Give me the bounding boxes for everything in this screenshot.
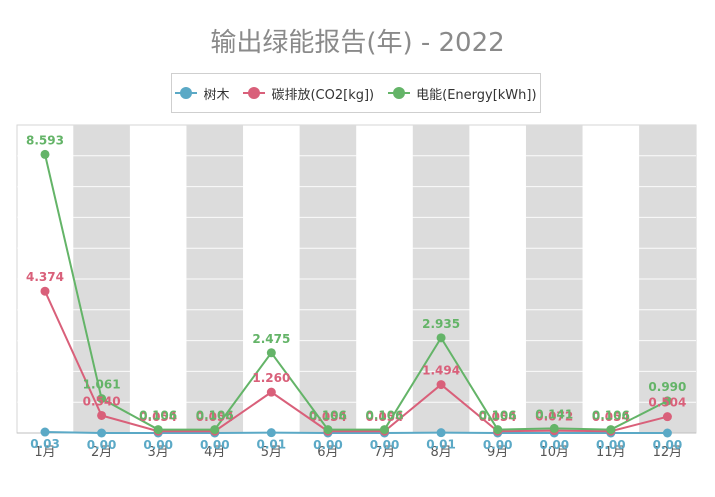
data-point — [662, 412, 672, 422]
data-label: 0.054 — [309, 410, 347, 424]
legend-item-trees[interactable]: 树木 — [175, 84, 229, 103]
data-label: 1.260 — [252, 371, 290, 385]
data-point — [662, 428, 672, 438]
data-point — [493, 425, 503, 435]
x-tick-label: 6月 — [317, 445, 338, 460]
data-label: 0.141 — [535, 407, 573, 421]
data-label: 0.054 — [196, 410, 234, 424]
legend-item-energy[interactable]: 电能(Energy[kWh]) — [388, 84, 537, 103]
x-tick-label: 9月 — [487, 445, 508, 460]
data-label: 0.00 — [200, 438, 230, 452]
data-point — [380, 425, 389, 435]
data-point — [436, 380, 446, 390]
data-label: 0.106 — [479, 409, 517, 423]
legend-label-trees: 树木 — [203, 87, 230, 103]
data-point — [266, 428, 276, 438]
legend-swatch-co2 — [243, 87, 266, 99]
data-label: 0.01 — [257, 438, 287, 452]
x-tick-label: 1月 — [34, 445, 55, 460]
data-label: 0.106 — [196, 409, 234, 423]
data-label: 0.504 — [648, 396, 686, 410]
data-point — [97, 428, 107, 438]
series-line — [44, 431, 668, 434]
data-point — [153, 425, 163, 435]
data-label: 0.990 — [648, 380, 686, 394]
legend-label-co2: 碳排放(CO2[kg]) — [271, 87, 375, 103]
x-tick-label: 7月 — [374, 445, 395, 460]
chart-title: 输出绿能报告(年) - 2022 — [210, 28, 505, 58]
x-tick-label: 8月 — [430, 445, 451, 460]
data-label: 0.00 — [313, 438, 343, 452]
data-label: 0.072 — [535, 410, 573, 424]
data-label: 2.935 — [422, 317, 460, 331]
data-point — [97, 410, 107, 420]
data-label: 0.00 — [483, 438, 513, 452]
x-tick-label: 4月 — [204, 445, 225, 460]
data-point — [606, 425, 616, 435]
data-point — [97, 394, 107, 404]
data-point — [266, 387, 276, 397]
data-point — [436, 428, 446, 438]
x-tick-label: 12月 — [653, 445, 683, 460]
x-tick-label: 10月 — [539, 445, 569, 460]
data-label: 0.01 — [426, 438, 456, 452]
data-label: 0.00 — [87, 438, 117, 452]
data-label: 0.106 — [592, 409, 630, 423]
x-tick-label: 3月 — [148, 445, 169, 460]
data-label: 1.061 — [83, 378, 121, 392]
data-point — [436, 333, 446, 343]
data-point — [662, 396, 672, 406]
chart-legend: 树木 碳排放(CO2[kg]) 电能(Energy[kWh]) — [171, 73, 541, 113]
series-line — [44, 154, 668, 431]
legend-swatch-energy — [388, 87, 411, 99]
data-label: 0.054 — [592, 410, 630, 424]
data-point — [210, 425, 220, 435]
data-label: 0.00 — [539, 438, 569, 452]
data-label: 0.054 — [366, 410, 404, 424]
data-label: 0.054 — [139, 410, 177, 424]
x-tick-label: 11月 — [596, 445, 626, 460]
data-point — [40, 149, 50, 159]
data-label: 0.054 — [479, 410, 517, 424]
data-label: 0.00 — [143, 438, 173, 452]
data-point — [266, 348, 276, 358]
data-label: 0.106 — [366, 409, 404, 423]
data-label: 0.00 — [370, 438, 400, 452]
data-label: 4.374 — [26, 270, 64, 284]
legend-item-co2[interactable]: 碳排放(CO2[kg]) — [243, 84, 374, 103]
legend-swatch-trees — [175, 87, 198, 99]
data-label: 2.475 — [252, 332, 290, 346]
data-label: 8.593 — [26, 133, 64, 147]
data-label: 0.106 — [139, 409, 177, 423]
legend-label-energy: 电能(Energy[kWh]) — [416, 87, 537, 103]
series-line — [44, 290, 668, 433]
data-label: 0.03 — [30, 437, 60, 451]
data-label: 0.00 — [653, 438, 683, 452]
x-tick-label: 2月 — [91, 445, 112, 460]
data-point — [549, 423, 559, 433]
data-point — [323, 425, 333, 435]
data-point — [40, 286, 50, 296]
data-point — [40, 427, 50, 437]
x-tick-label: 5月 — [261, 445, 282, 460]
data-label: 0.00 — [596, 438, 626, 452]
data-label: 0.106 — [309, 409, 347, 423]
data-label: 1.494 — [422, 364, 460, 378]
data-label: 0.540 — [83, 394, 121, 408]
